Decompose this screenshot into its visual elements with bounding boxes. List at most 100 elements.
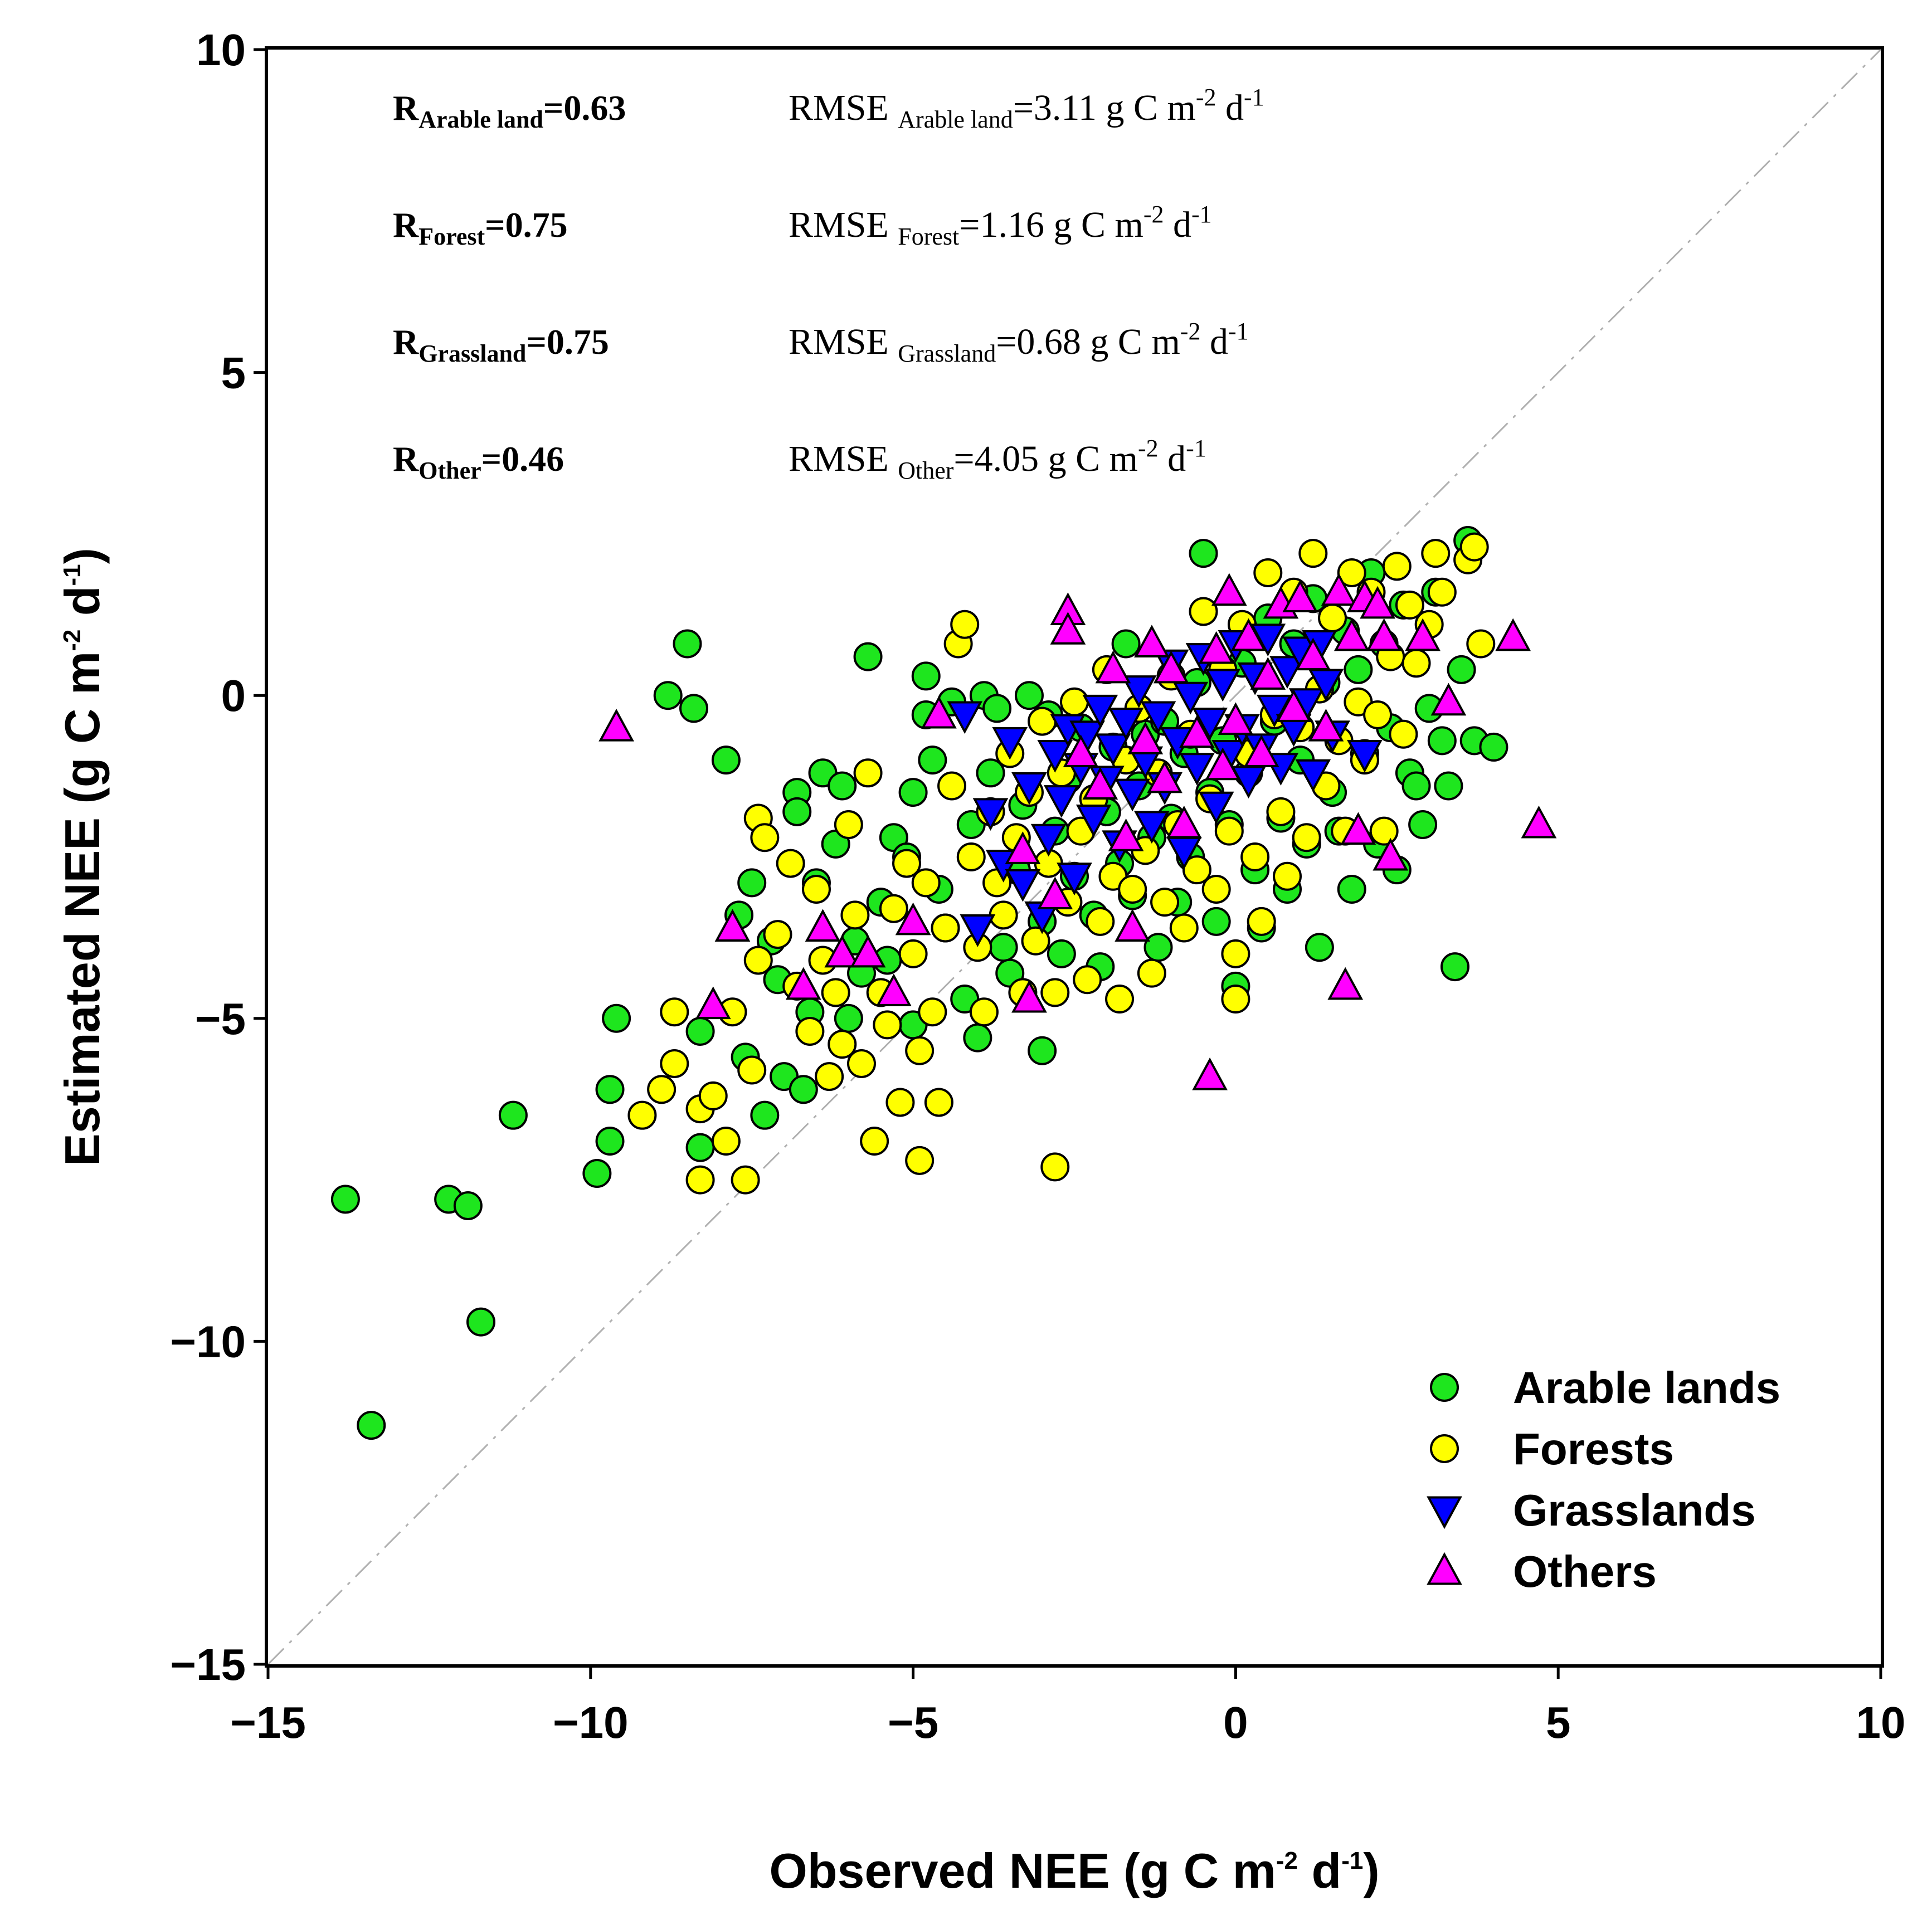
one-to-one-line bbox=[267, 48, 1882, 1665]
point-forests bbox=[1201, 874, 1231, 904]
point-arable-lands bbox=[1047, 939, 1076, 968]
point-others bbox=[1063, 734, 1099, 768]
point-others bbox=[824, 934, 860, 968]
point-forests bbox=[840, 900, 870, 930]
point-arable-lands bbox=[1143, 933, 1173, 962]
point-others bbox=[1005, 831, 1041, 864]
point-arable-lands bbox=[1014, 681, 1044, 710]
point-forests bbox=[685, 1165, 715, 1195]
x-tick-label: 10 bbox=[1856, 1698, 1906, 1747]
legend-item-grasslands: Grasslands bbox=[1427, 1485, 1756, 1535]
point-arable-lands bbox=[685, 1016, 715, 1046]
point-forests bbox=[1169, 913, 1199, 943]
point-arable-lands bbox=[1401, 771, 1431, 801]
x-tick-label: −15 bbox=[230, 1698, 306, 1747]
point-arable-lands bbox=[1479, 732, 1508, 762]
point-others bbox=[895, 902, 931, 935]
legend-marker-forests bbox=[1430, 1434, 1459, 1463]
point-forests bbox=[750, 823, 780, 852]
point-arable-lands bbox=[834, 1003, 863, 1033]
point-forests bbox=[801, 874, 831, 904]
point-grasslands bbox=[992, 727, 1028, 760]
point-forests bbox=[1466, 629, 1496, 659]
point-forests bbox=[885, 1088, 915, 1117]
point-forests bbox=[815, 1062, 844, 1092]
point-others bbox=[1179, 715, 1215, 748]
point-grasslands bbox=[1043, 785, 1079, 818]
point-arable-lands bbox=[737, 868, 767, 898]
point-forests bbox=[1086, 907, 1115, 936]
point-others bbox=[1037, 876, 1073, 910]
point-arable-lands bbox=[679, 694, 709, 723]
point-arable-lands bbox=[989, 933, 1018, 962]
point-arable-lands bbox=[1201, 907, 1231, 936]
point-forests bbox=[1118, 874, 1147, 904]
point-arable-lands bbox=[357, 1411, 386, 1440]
point-others bbox=[1153, 650, 1189, 684]
point-others bbox=[695, 986, 731, 1020]
point-others bbox=[1127, 722, 1164, 754]
point-grasslands bbox=[1108, 708, 1144, 740]
point-others bbox=[1430, 683, 1467, 716]
point-others bbox=[1366, 618, 1402, 651]
point-forests bbox=[918, 997, 947, 1027]
point-grasslands bbox=[1005, 869, 1041, 902]
point-grasslands bbox=[1192, 708, 1228, 740]
point-others bbox=[1211, 573, 1247, 606]
point-arable-lands bbox=[582, 1159, 612, 1188]
point-grasslands bbox=[1269, 656, 1305, 689]
point-forests bbox=[711, 1127, 741, 1156]
point-forests bbox=[828, 1030, 857, 1059]
y-tick-label: −10 bbox=[170, 1317, 246, 1366]
point-arable-lands bbox=[853, 642, 883, 671]
point-forests bbox=[1150, 888, 1180, 917]
point-others bbox=[1166, 805, 1202, 839]
stat-r-text: RForest=0.75 bbox=[393, 205, 568, 250]
point-arable-lands bbox=[1427, 726, 1457, 756]
point-arable-lands bbox=[898, 778, 928, 807]
point-arable-lands bbox=[595, 1127, 625, 1156]
point-others bbox=[1192, 1057, 1228, 1090]
point-arable-lands bbox=[685, 1133, 715, 1162]
point-forests bbox=[1401, 649, 1431, 678]
point-forests bbox=[905, 1036, 935, 1065]
point-others bbox=[1108, 818, 1144, 851]
point-arable-lands bbox=[653, 681, 683, 710]
point-forests bbox=[1266, 797, 1296, 826]
point-forests bbox=[1427, 577, 1457, 607]
point-others bbox=[1218, 702, 1254, 735]
point-forests bbox=[660, 1049, 689, 1078]
point-others bbox=[1050, 612, 1086, 645]
point-arable-lands bbox=[982, 694, 1012, 723]
point-others bbox=[1495, 618, 1531, 651]
point-arable-lands bbox=[1344, 655, 1373, 684]
x-tick-label: 5 bbox=[1546, 1698, 1571, 1747]
point-others bbox=[850, 934, 886, 968]
point-arable-lands bbox=[1440, 952, 1469, 982]
point-forests bbox=[821, 978, 850, 1007]
point-forests bbox=[1105, 985, 1135, 1014]
point-forests bbox=[660, 997, 689, 1027]
point-forests bbox=[1363, 700, 1393, 729]
point-arable-lands bbox=[330, 1185, 360, 1214]
y-tick-label: 0 bbox=[221, 671, 246, 720]
point-forests bbox=[743, 946, 773, 975]
point-forests bbox=[834, 810, 863, 840]
x-axis-ticks: −15 −10 −5 0 5 10 bbox=[230, 1664, 1905, 1747]
point-forests bbox=[969, 997, 999, 1027]
point-others bbox=[1282, 579, 1318, 612]
point-grasslands bbox=[1198, 791, 1234, 825]
stat-rmse-text: RMSE Arable land=3.11 g C m-2 d-1 bbox=[789, 84, 1264, 133]
point-forests bbox=[776, 849, 805, 878]
point-grasslands bbox=[947, 701, 983, 734]
y-tick-label: −5 bbox=[195, 994, 246, 1044]
point-others bbox=[1230, 618, 1267, 651]
point-forests bbox=[1395, 590, 1424, 620]
point-grasslands bbox=[1057, 863, 1092, 895]
point-grasslands bbox=[1082, 694, 1118, 728]
point-forests bbox=[1247, 907, 1276, 936]
point-arable-lands bbox=[750, 1100, 780, 1130]
point-forests bbox=[937, 771, 967, 801]
point-others bbox=[805, 909, 841, 942]
point-forests bbox=[892, 849, 922, 878]
